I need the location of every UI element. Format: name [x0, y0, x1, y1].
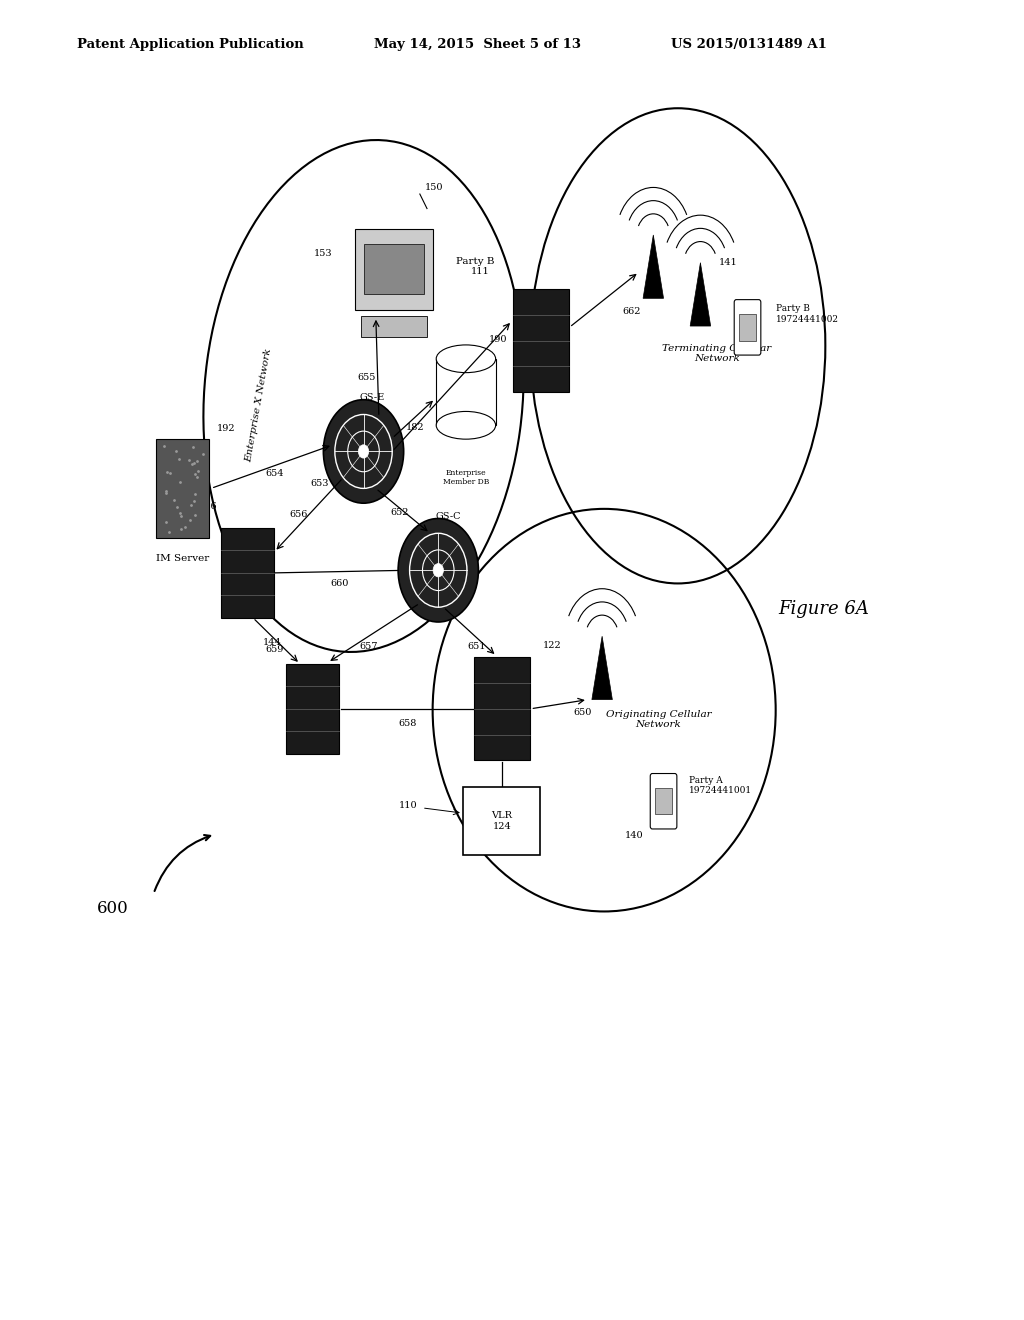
Text: 110: 110: [399, 801, 418, 809]
Text: US 2015/0131489 A1: US 2015/0131489 A1: [671, 37, 826, 50]
Text: 123: 123: [532, 358, 549, 366]
Text: Enterprise
Member DB: Enterprise Member DB: [442, 469, 489, 486]
Text: 180: 180: [414, 599, 432, 607]
Ellipse shape: [436, 345, 496, 372]
Text: MSC: MSC: [490, 694, 513, 702]
Circle shape: [433, 564, 443, 577]
Ellipse shape: [436, 412, 496, 440]
FancyBboxPatch shape: [286, 664, 339, 754]
FancyBboxPatch shape: [734, 300, 761, 355]
Text: MSC: MSC: [529, 326, 552, 334]
Text: 657: 657: [359, 643, 378, 651]
Text: 190: 190: [488, 335, 507, 343]
Text: Party B: Party B: [456, 257, 495, 265]
Text: Terminating Cellular
Network: Terminating Cellular Network: [663, 345, 771, 363]
Text: 153: 153: [314, 249, 333, 257]
Text: May 14, 2015  Sheet 5 of 13: May 14, 2015 Sheet 5 of 13: [374, 37, 581, 50]
Polygon shape: [643, 235, 664, 298]
Text: 650: 650: [573, 709, 592, 717]
Text: Figure 6A: Figure 6A: [778, 599, 869, 618]
Text: 661: 661: [450, 395, 468, 403]
Circle shape: [358, 445, 369, 458]
Text: 656: 656: [290, 511, 308, 519]
Text: 126: 126: [199, 503, 217, 511]
Text: 662: 662: [623, 308, 641, 315]
Text: 655: 655: [357, 374, 376, 381]
Text: 600: 600: [97, 900, 129, 917]
Text: 111: 111: [471, 268, 489, 276]
Text: 122: 122: [494, 726, 510, 734]
Text: Originating Cellular
Network: Originating Cellular Network: [605, 710, 712, 729]
Text: 654: 654: [265, 470, 284, 478]
Text: SMSC: SMSC: [297, 700, 328, 708]
FancyBboxPatch shape: [650, 774, 677, 829]
Text: HLR: HLR: [237, 564, 259, 572]
Text: 150: 150: [425, 183, 443, 191]
FancyBboxPatch shape: [355, 228, 433, 310]
Text: 122: 122: [543, 642, 561, 649]
FancyBboxPatch shape: [436, 359, 496, 425]
Text: Patent Application Publication: Patent Application Publication: [77, 37, 303, 50]
Text: 653: 653: [310, 479, 329, 487]
Text: 141: 141: [719, 259, 737, 267]
FancyBboxPatch shape: [739, 314, 756, 341]
FancyBboxPatch shape: [221, 528, 274, 618]
Text: IM Server: IM Server: [156, 554, 209, 562]
Text: 140: 140: [625, 832, 643, 840]
Text: 182: 182: [406, 424, 424, 432]
Text: 651: 651: [467, 643, 485, 651]
Text: 660: 660: [331, 579, 349, 587]
Polygon shape: [690, 263, 711, 326]
FancyBboxPatch shape: [513, 289, 569, 392]
Text: 659: 659: [265, 645, 284, 653]
FancyBboxPatch shape: [361, 315, 427, 337]
FancyBboxPatch shape: [473, 657, 530, 760]
Text: 192: 192: [217, 425, 236, 433]
Text: GS-E: GS-E: [359, 393, 384, 401]
FancyBboxPatch shape: [156, 438, 209, 539]
FancyBboxPatch shape: [463, 787, 541, 855]
Text: Enterprise X Network: Enterprise X Network: [245, 347, 273, 463]
FancyBboxPatch shape: [655, 788, 672, 814]
Ellipse shape: [324, 400, 403, 503]
Text: GS-C: GS-C: [436, 512, 461, 520]
Text: VLR
124: VLR 124: [492, 812, 512, 830]
Text: 658: 658: [398, 719, 417, 727]
Text: Party A
19724441001: Party A 19724441001: [689, 776, 753, 795]
Ellipse shape: [398, 519, 478, 622]
Text: 144: 144: [263, 639, 282, 647]
Text: 652: 652: [390, 508, 409, 516]
Polygon shape: [592, 636, 612, 700]
FancyBboxPatch shape: [364, 244, 425, 294]
Text: Party B
19724441002: Party B 19724441002: [776, 305, 840, 323]
